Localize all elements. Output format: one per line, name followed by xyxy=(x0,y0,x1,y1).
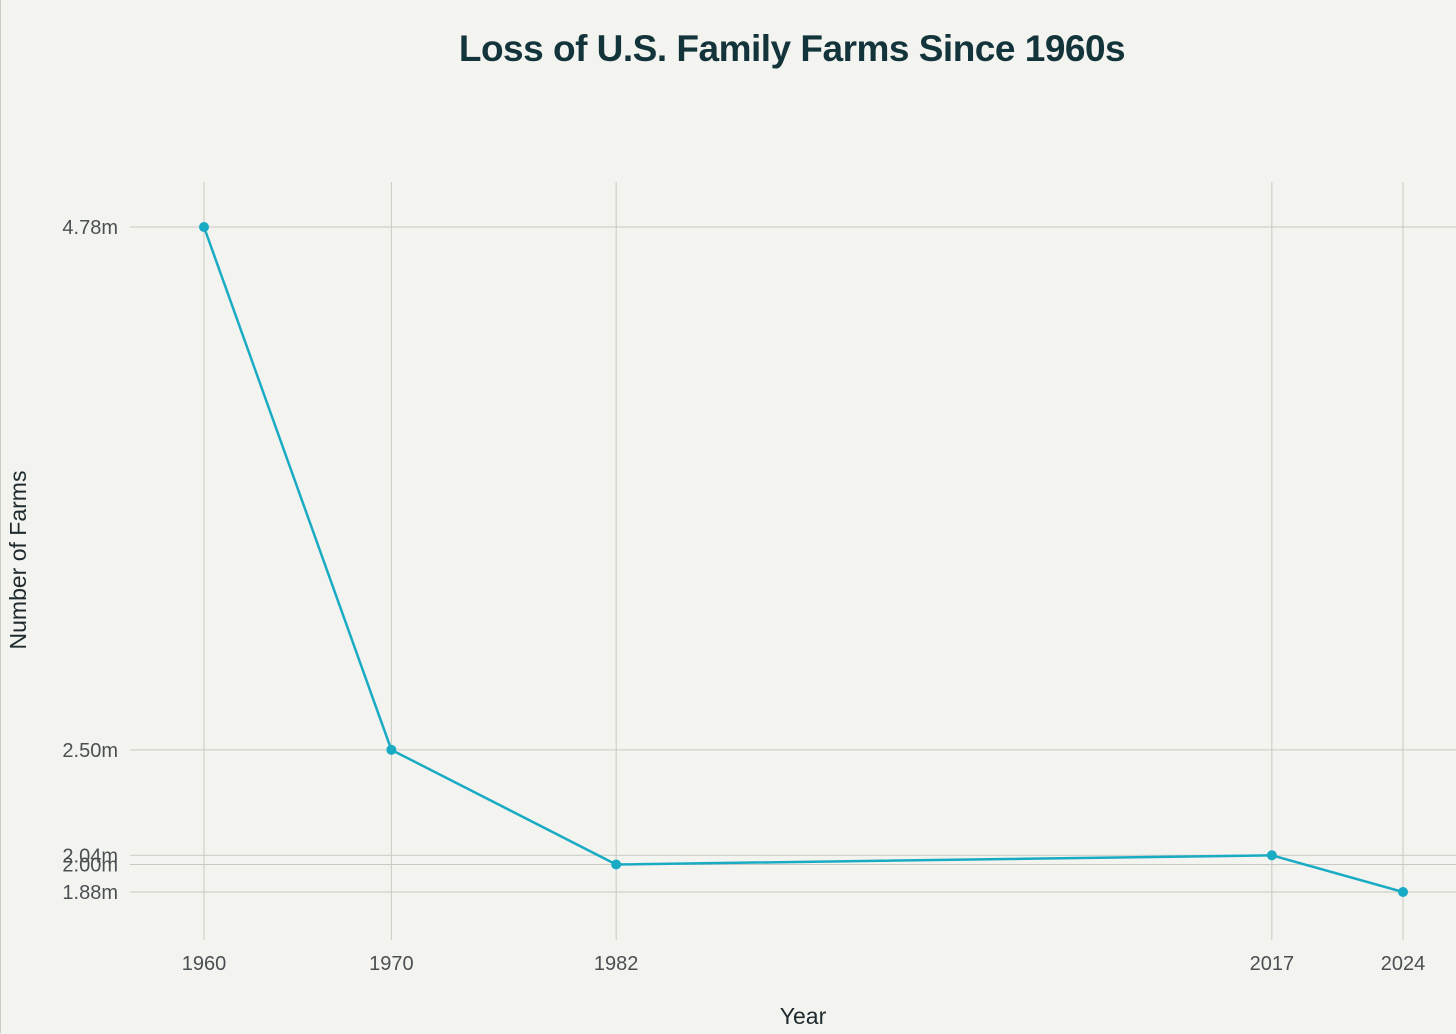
x-tick-label: 2017 xyxy=(1250,953,1295,975)
y-axis-title: Number of Farms xyxy=(5,471,31,650)
data-point xyxy=(199,222,209,232)
data-point xyxy=(611,859,622,870)
data-point xyxy=(1398,887,1408,897)
chart-title: Loss of U.S. Family Farms Since 1960s xyxy=(458,28,1126,69)
series-line xyxy=(202,226,1404,894)
y-tick-label: 2.50m xyxy=(62,740,118,762)
data-point xyxy=(1266,850,1277,861)
x-gridlines xyxy=(203,182,1404,940)
series-layer xyxy=(199,222,1408,897)
x-tick-label: 1970 xyxy=(369,953,414,975)
y-tick-label: 4.78m xyxy=(62,217,118,239)
x-tick-labels: 1960 1970 1982 2017 2024 xyxy=(182,953,1426,975)
y-tick-label: 2.04m xyxy=(62,845,118,867)
y-tick-label: 1.88m xyxy=(62,882,118,904)
x-tick-label: 1982 xyxy=(594,953,639,975)
y-gridlines xyxy=(130,226,1456,893)
x-tick-label: 2024 xyxy=(1381,953,1426,975)
x-axis-title: Year xyxy=(780,1003,827,1029)
y-tick-label: 2.00m xyxy=(62,854,118,876)
x-tick-label: 1960 xyxy=(182,953,227,975)
data-point xyxy=(386,744,397,755)
